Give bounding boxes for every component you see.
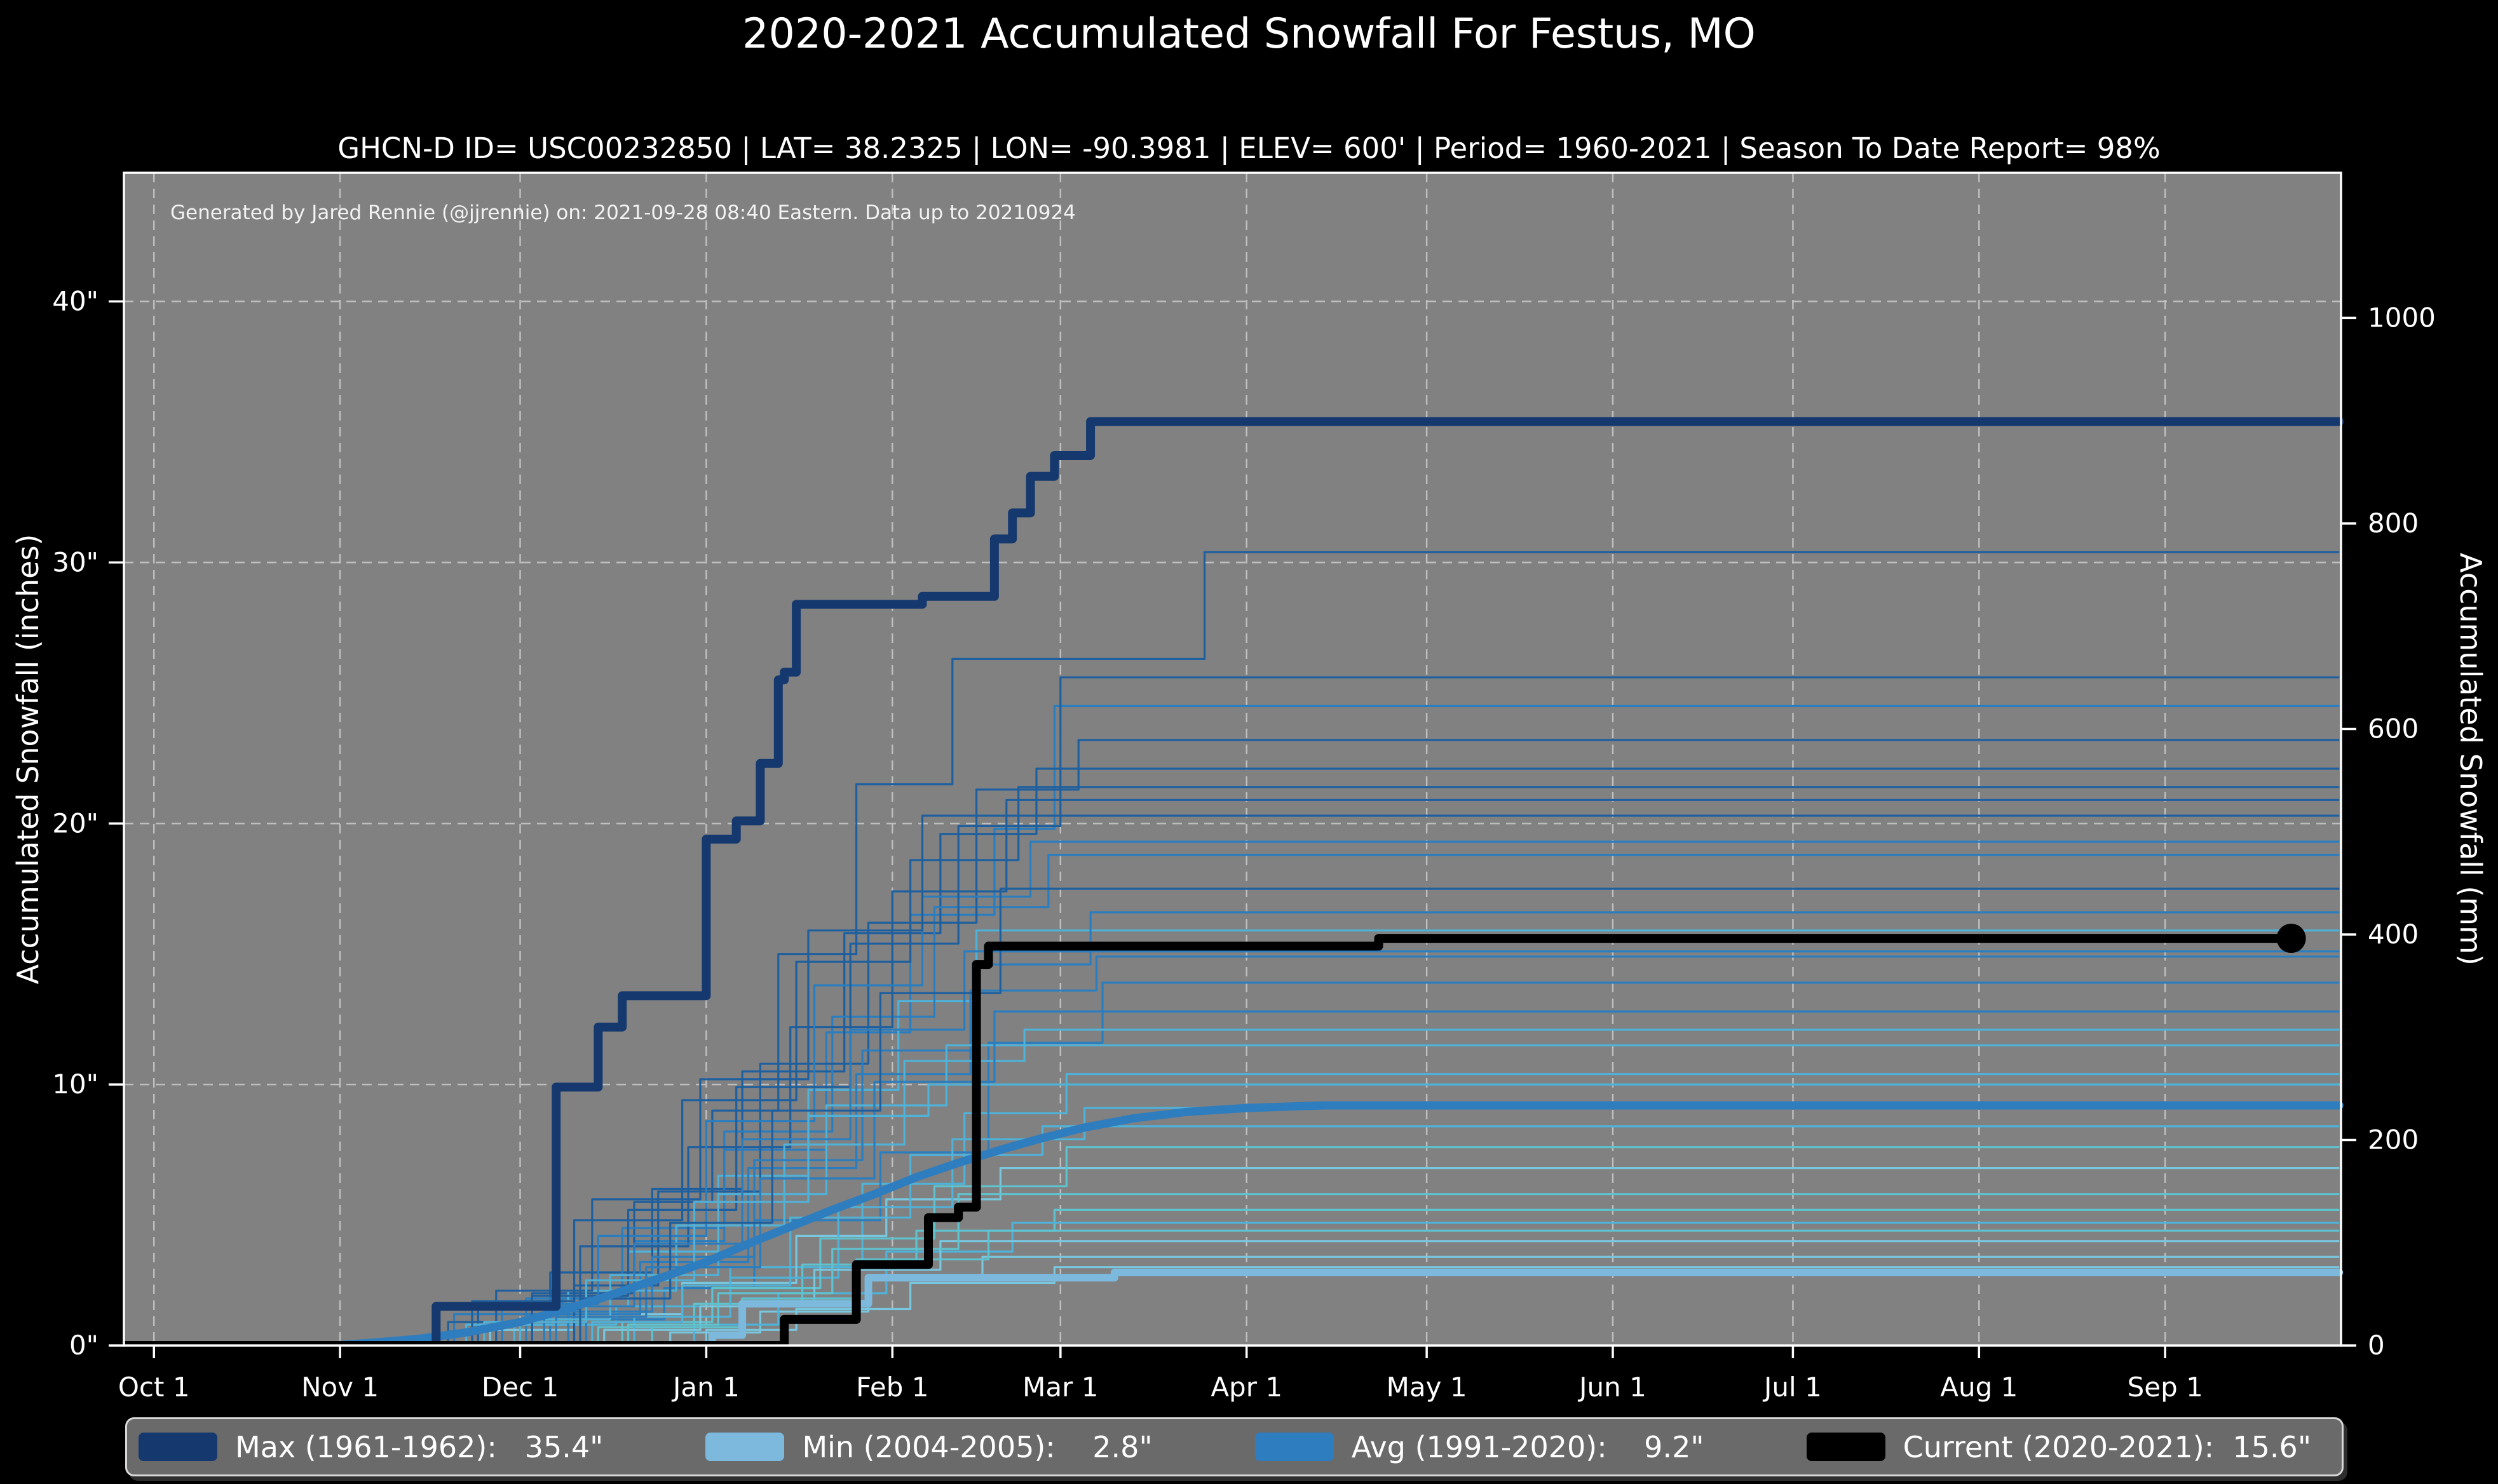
ytick-label-left: 10" bbox=[52, 1069, 98, 1100]
min-line-swatch bbox=[705, 1433, 785, 1461]
current-line-swatch bbox=[1806, 1433, 1885, 1461]
current-end-dot bbox=[2276, 924, 2306, 954]
xtick-label: Jan 1 bbox=[671, 1372, 740, 1403]
legend-label-min: Min (2004-2005): 2.8" bbox=[802, 1429, 1153, 1464]
ytick-label-right: 0 bbox=[2368, 1330, 2385, 1361]
plot-area bbox=[124, 173, 2341, 1346]
ytick-label-left: 30" bbox=[52, 546, 98, 577]
history-year-line bbox=[568, 1125, 2340, 1347]
xtick-label: Jul 1 bbox=[1762, 1372, 1822, 1403]
chart-legend: Max (1961-1962): 35.4" Min (2004-2005): … bbox=[125, 1417, 2344, 1476]
legend-label-avg: Avg (1991-2020): 9.2" bbox=[1351, 1429, 1704, 1464]
ytick-label-left: 40" bbox=[52, 286, 98, 317]
ytick-label-left: 20" bbox=[52, 807, 98, 839]
y-axis-title-left: Accumulated Snowfall (inches) bbox=[11, 534, 45, 985]
xtick-label: Dec 1 bbox=[482, 1372, 559, 1403]
max-line-swatch bbox=[139, 1433, 217, 1461]
ytick-label-right: 200 bbox=[2368, 1124, 2419, 1155]
ytick-label-right: 800 bbox=[2368, 508, 2419, 539]
history-year-line bbox=[466, 1167, 2340, 1347]
xtick-label: Sep 1 bbox=[2128, 1372, 2203, 1403]
attribution-note: Generated by Jared Rennie (@jjrennie) on… bbox=[170, 201, 1076, 224]
ytick-label-right: 400 bbox=[2368, 919, 2419, 950]
xtick-label: Jun 1 bbox=[1577, 1372, 1646, 1403]
ytick-label-right: 1000 bbox=[2368, 302, 2436, 333]
legend-item-min: Min (2004-2005): 2.8" bbox=[705, 1429, 1153, 1464]
history-year-line bbox=[448, 786, 2340, 1347]
xtick-label: Apr 1 bbox=[1211, 1372, 1282, 1403]
history-year-line bbox=[508, 676, 2340, 1347]
history-year-line bbox=[574, 1208, 2340, 1347]
history-year-line bbox=[442, 1029, 2340, 1347]
ytick-label-right: 600 bbox=[2368, 713, 2419, 744]
history-year-line bbox=[598, 1146, 2340, 1347]
plot-border bbox=[123, 172, 2342, 1347]
history-year-line bbox=[472, 814, 2340, 1347]
ytick-label-left: 0" bbox=[69, 1330, 98, 1361]
history-year-line bbox=[502, 854, 2340, 1347]
xtick-label: Aug 1 bbox=[1940, 1372, 2018, 1403]
history-year-line bbox=[514, 551, 2340, 1347]
xtick-label: Mar 1 bbox=[1022, 1372, 1098, 1403]
legend-label-current: Current (2020-2021): 15.6" bbox=[1903, 1429, 2311, 1464]
xtick-label: Oct 1 bbox=[118, 1372, 190, 1403]
series-line-avg bbox=[119, 1101, 2344, 1350]
xtick-label: May 1 bbox=[1387, 1372, 1467, 1403]
avg-line-swatch bbox=[1254, 1433, 1334, 1461]
legend-item-avg: Avg (1991-2020): 9.2" bbox=[1254, 1429, 1704, 1464]
history-year-line bbox=[628, 1229, 2340, 1347]
xtick-label: Nov 1 bbox=[301, 1372, 379, 1403]
series-line-max bbox=[119, 417, 2344, 1350]
page-subtitle: GHCN-D ID= USC00232850 | LAT= 38.2325 | … bbox=[337, 132, 2161, 165]
series-line-current bbox=[119, 934, 2296, 1350]
legend-label-max: Max (1961-1962): 35.4" bbox=[235, 1429, 604, 1464]
y-axis-title-right: Accumulated Snowfall (mm) bbox=[2454, 553, 2488, 966]
legend-item-max: Max (1961-1962): 35.4" bbox=[139, 1430, 603, 1464]
history-year-line bbox=[526, 955, 2340, 1347]
page-title: 2020-2021 Accumulated Snowfall For Festu… bbox=[742, 10, 1756, 58]
history-year-line bbox=[646, 1255, 2340, 1347]
xtick-label: Feb 1 bbox=[856, 1372, 928, 1403]
legend-item-current: Current (2020-2021): 15.6" bbox=[1806, 1429, 2311, 1464]
